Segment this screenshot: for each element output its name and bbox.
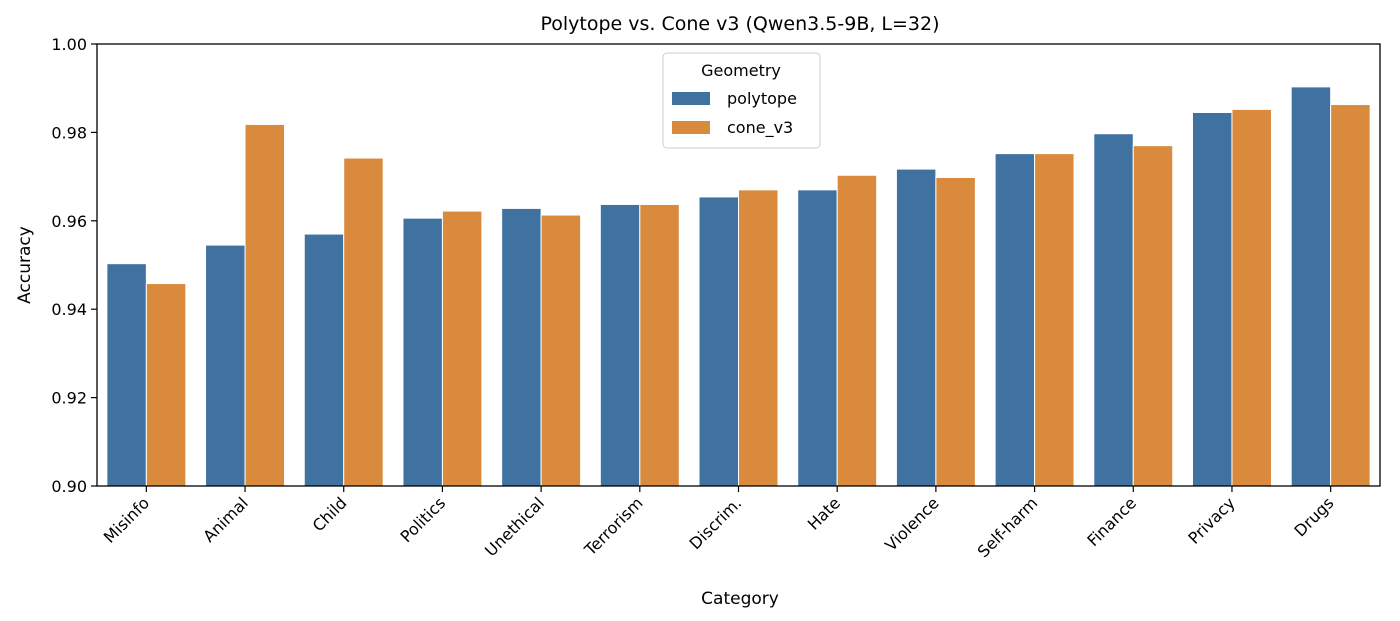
x-tick-label: Animal — [199, 493, 252, 546]
x-tick-label: Hate — [804, 493, 844, 533]
legend-label-cone-v3: cone_v3 — [727, 118, 793, 138]
x-tick-label: Violence — [881, 493, 942, 554]
y-axis-label: Accuracy — [15, 226, 35, 304]
bar-polytope-misinfo — [106, 263, 147, 487]
x-tick-label: Drugs — [1290, 493, 1337, 540]
bar-cone-v3-animal — [244, 123, 286, 487]
y-tick-label: 0.98 — [51, 123, 87, 142]
x-tick-label: Child — [309, 493, 351, 535]
legend-swatch-cone-v3 — [672, 121, 710, 134]
legend: Geometry polytope cone_v3 — [662, 52, 821, 149]
x-tick-label: Unethical — [481, 493, 548, 560]
x-tick-label: Self-harm — [974, 493, 1042, 561]
bar-polytope-animal — [205, 244, 246, 487]
x-tick-label: Politics — [396, 493, 449, 546]
bars-layer — [106, 86, 1371, 487]
legend-label-polytope: polytope — [727, 89, 797, 108]
x-axis-label: Category — [701, 589, 779, 609]
bar-polytope-finance — [1093, 133, 1134, 487]
y-tick-label: 0.90 — [51, 477, 87, 496]
bar-polytope-violence — [895, 168, 937, 487]
x-tick-label: Finance — [1083, 493, 1140, 550]
bar-cone-v3-child — [343, 157, 384, 487]
y-tick-label: 0.96 — [51, 212, 87, 231]
bar-polytope-hate — [797, 189, 838, 487]
bar-cone-v3-privacy — [1231, 108, 1272, 487]
bar-cone-v3-hate — [836, 174, 878, 487]
legend-swatch-polytope — [672, 92, 710, 105]
bar-cone-v3-self-harm — [1034, 153, 1075, 487]
y-axis: 0.90 0.92 0.94 0.96 0.98 1.00 — [51, 35, 97, 496]
bar-cone-v3-unethical — [540, 214, 582, 487]
y-tick-label: 0.92 — [51, 389, 87, 408]
x-tick-label: Misinfo — [100, 493, 153, 546]
x-tick-label: Privacy — [1184, 493, 1238, 547]
bar-cone-v3-politics — [441, 210, 483, 487]
bar-cone-v3-violence — [935, 176, 976, 487]
plot-frame — [96, 43, 1381, 487]
bar-cone-v3-misinfo — [145, 283, 187, 487]
bar-polytope-self-harm — [994, 153, 1036, 487]
bar-polytope-terrorism — [599, 203, 641, 487]
bar-cone-v3-terrorism — [639, 203, 680, 487]
x-axis: Misinfo Animal Child Politics Unethical Terro… — [100, 486, 1337, 561]
bar-polytope-privacy — [1191, 112, 1233, 487]
bar-polytope-unethical — [501, 207, 542, 487]
x-tick-label: Terrorism — [580, 493, 647, 560]
bar-polytope-child — [303, 233, 345, 487]
bar-cone-v3-discrim — [738, 189, 779, 487]
legend-title: Geometry — [701, 61, 781, 80]
x-tick-label: Discrim. — [686, 493, 746, 553]
bar-cone-v3-finance — [1132, 145, 1174, 487]
bar-polytope-discrim — [698, 196, 740, 487]
y-tick-label: 1.00 — [51, 35, 87, 54]
bar-cone-v3-drugs — [1330, 104, 1371, 487]
bar-polytope-politics — [402, 217, 443, 487]
chart-title: Polytope vs. Cone v3 (Qwen3.5-9B, L=32) — [540, 13, 939, 35]
bar-polytope-drugs — [1290, 86, 1332, 487]
y-tick-label: 0.94 — [51, 300, 87, 319]
